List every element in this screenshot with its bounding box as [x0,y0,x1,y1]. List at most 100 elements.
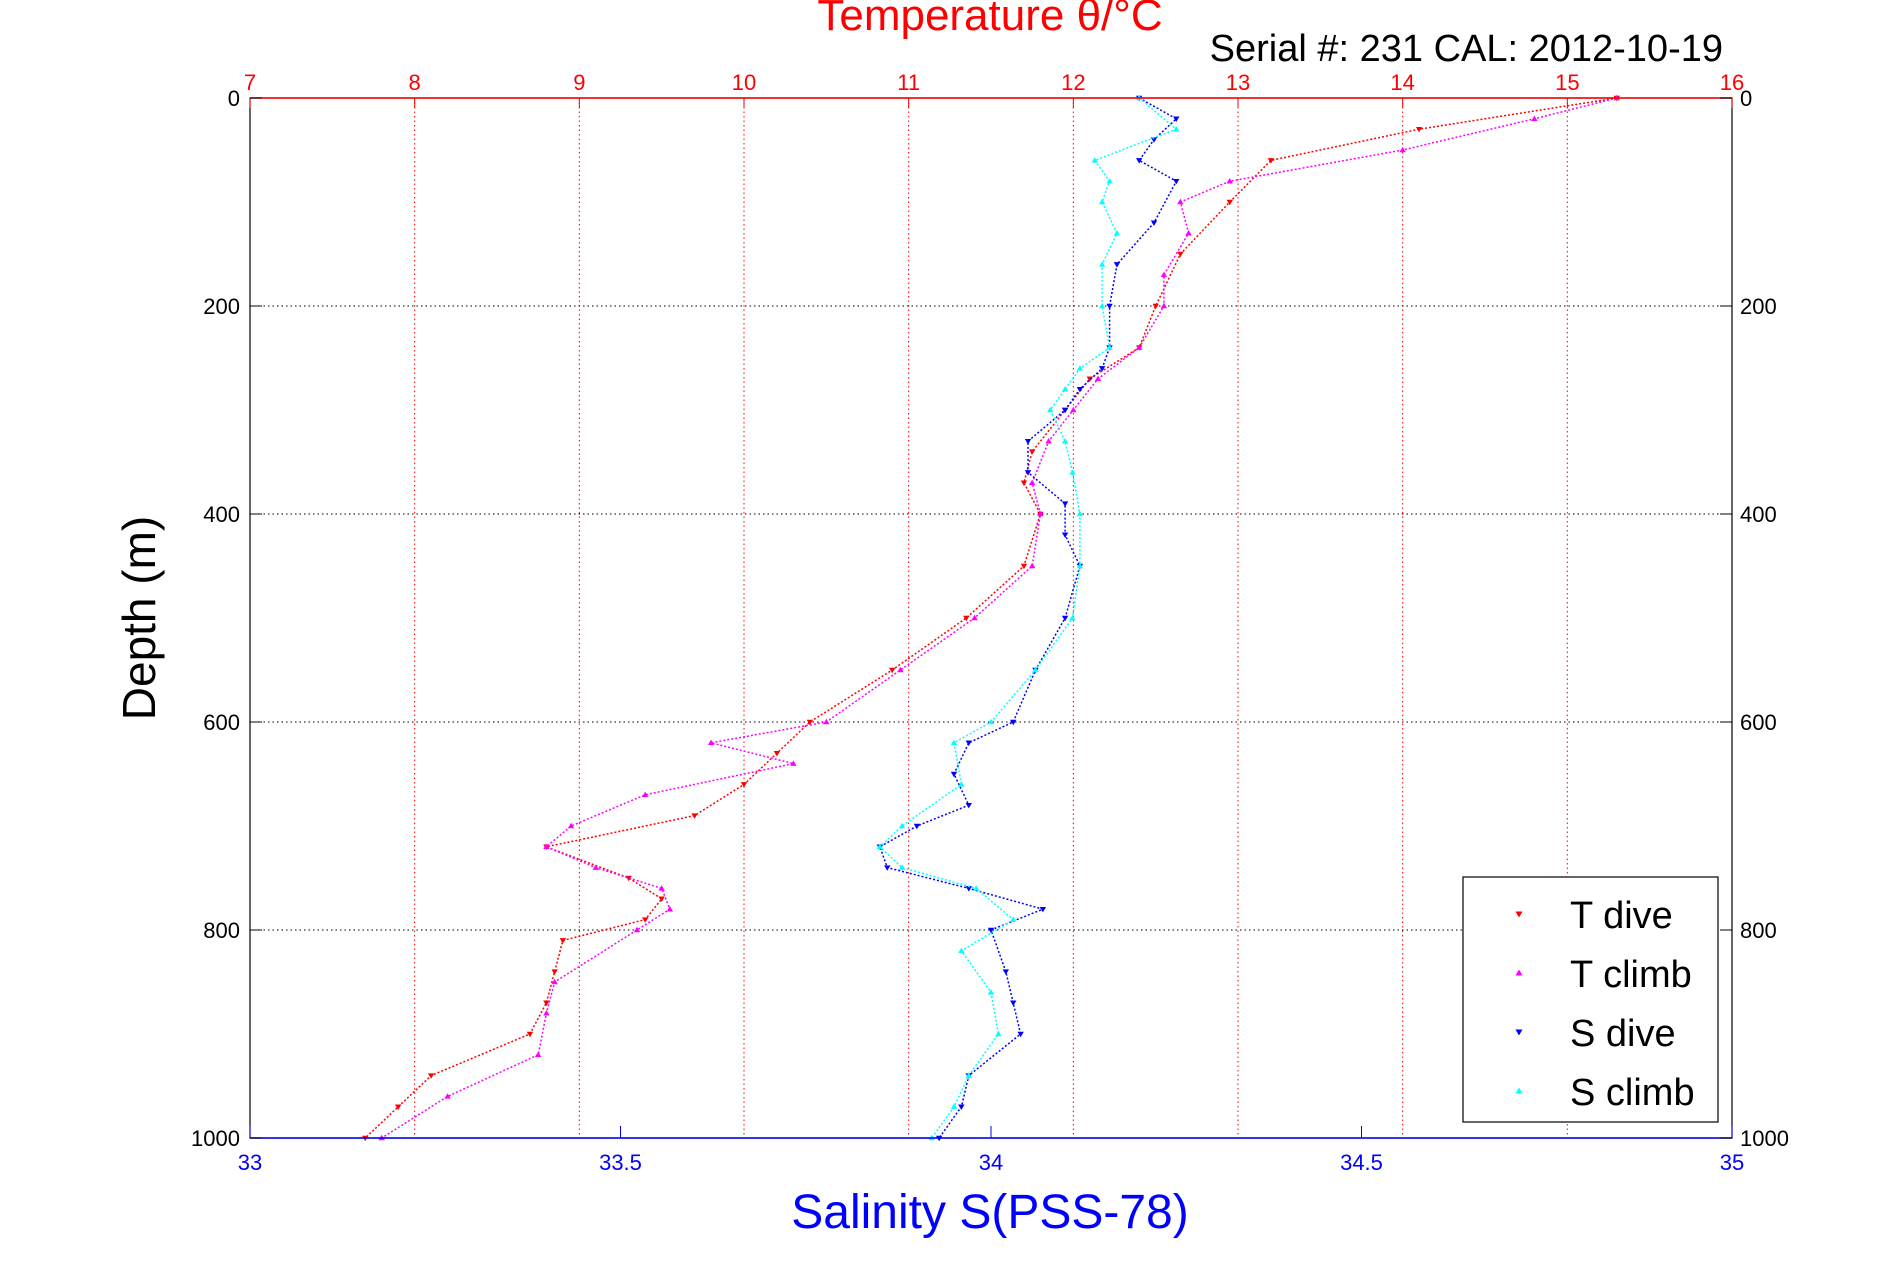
depth-tick-label-left: 800 [203,918,240,943]
data-point [965,802,972,809]
data-point [658,896,665,902]
data-point [1010,1000,1017,1006]
series-trace [381,97,1617,1139]
data-point [666,906,674,912]
data-point [633,926,641,933]
data-point [551,978,558,985]
temperature-tick-label: 13 [1226,70,1250,95]
y-axis-label: Depth (m) [113,516,165,720]
data-point [958,1104,965,1110]
x-axis-label-bottom: Salinity S(PSS-78) [791,1186,1188,1239]
data-point [972,885,980,891]
data-point [1061,532,1069,538]
data-point [1017,1031,1024,1038]
data-point [1136,344,1143,350]
data-point [995,1030,1002,1037]
data-point [1106,178,1113,184]
data-point [395,1104,402,1110]
data-point [1160,271,1168,278]
data-point [1061,386,1069,392]
legend-item: T dive [1515,895,1673,937]
data-point [987,718,995,725]
legend-item: S dive [1515,1013,1676,1055]
data-point [950,739,958,746]
data-point [950,1103,958,1110]
data-point [1020,480,1028,486]
data-point [642,791,649,798]
data-point [1106,303,1113,310]
data-point [1076,386,1084,393]
legend: T dive T climb S dive S climb [1462,876,1719,1123]
data-point [1039,906,1047,913]
data-point [1010,916,1017,922]
data-point [1098,366,1106,372]
data-point [889,667,896,674]
data-point [823,718,830,725]
salinity-tick-label: 35 [1720,1150,1744,1175]
legend-label: S climb [1570,1072,1695,1114]
data-point [1020,563,1028,570]
data-point [543,843,550,850]
depth-tick-label-right: 1000 [1740,1126,1789,1151]
depth-tick-label-left: 400 [203,502,240,527]
data-point [1113,230,1121,236]
series-t-climb [378,94,1620,1141]
temperature-tick-label: 14 [1390,70,1414,95]
salinity-tick-label: 33.5 [599,1150,642,1175]
legend-item: T climb [1515,954,1692,996]
data-point [1226,178,1233,184]
legend-items: T dive T climb S dive S climb [1515,895,1695,1114]
data-point [1185,230,1192,236]
data-point [806,719,814,726]
depth-tick-label-right: 0 [1740,86,1752,111]
data-point [1094,375,1102,382]
data-point [913,823,921,830]
depth-tick-label-right: 400 [1740,502,1777,527]
data-point [1091,157,1098,163]
data-point [1076,562,1084,569]
data-point [658,885,665,891]
legend-label: S dive [1570,1013,1676,1055]
data-point [559,938,567,944]
data-point [898,864,906,870]
data-point [1002,969,1010,975]
temperature-tick-label: 16 [1720,70,1744,95]
data-point [1047,406,1054,413]
data-point [1061,615,1069,622]
legend-label: T climb [1570,954,1692,996]
data-point [1113,262,1121,268]
legend-label: T dive [1570,895,1673,937]
series-layer [362,94,1620,1142]
data-point [1152,303,1159,310]
data-point [965,1072,972,1078]
legend-marker [1515,969,1523,976]
legend-box [1462,876,1719,1123]
temperature-tick-label: 8 [409,70,421,95]
data-point [965,740,972,746]
depth-tick-label-right: 800 [1740,918,1777,943]
data-point [543,1000,550,1006]
data-point [898,822,906,829]
data-point [958,781,965,787]
data-point [1028,562,1036,569]
data-point [1028,449,1036,455]
data-point [1037,510,1044,517]
data-point [1226,199,1233,206]
data-point [740,782,748,788]
data-point [1267,158,1275,164]
data-point [1098,261,1106,267]
chart-subtitle: Serial #: 231 CAL: 2012-10-19 [1210,28,1723,70]
chart-title: Temperature θ/°C [817,0,1162,40]
data-point [642,917,649,923]
legend-marker [1515,911,1523,918]
data-point [1106,344,1113,350]
data-point [1098,302,1106,309]
data-point [1177,251,1184,258]
temperature-tick-label: 10 [732,70,756,95]
depth-tick-label-right: 200 [1740,294,1777,319]
legend-item: S climb [1515,1072,1695,1114]
depth-tick-label-left: 200 [203,294,240,319]
salinity-tick-label: 33 [238,1150,262,1175]
data-point [1531,115,1538,122]
